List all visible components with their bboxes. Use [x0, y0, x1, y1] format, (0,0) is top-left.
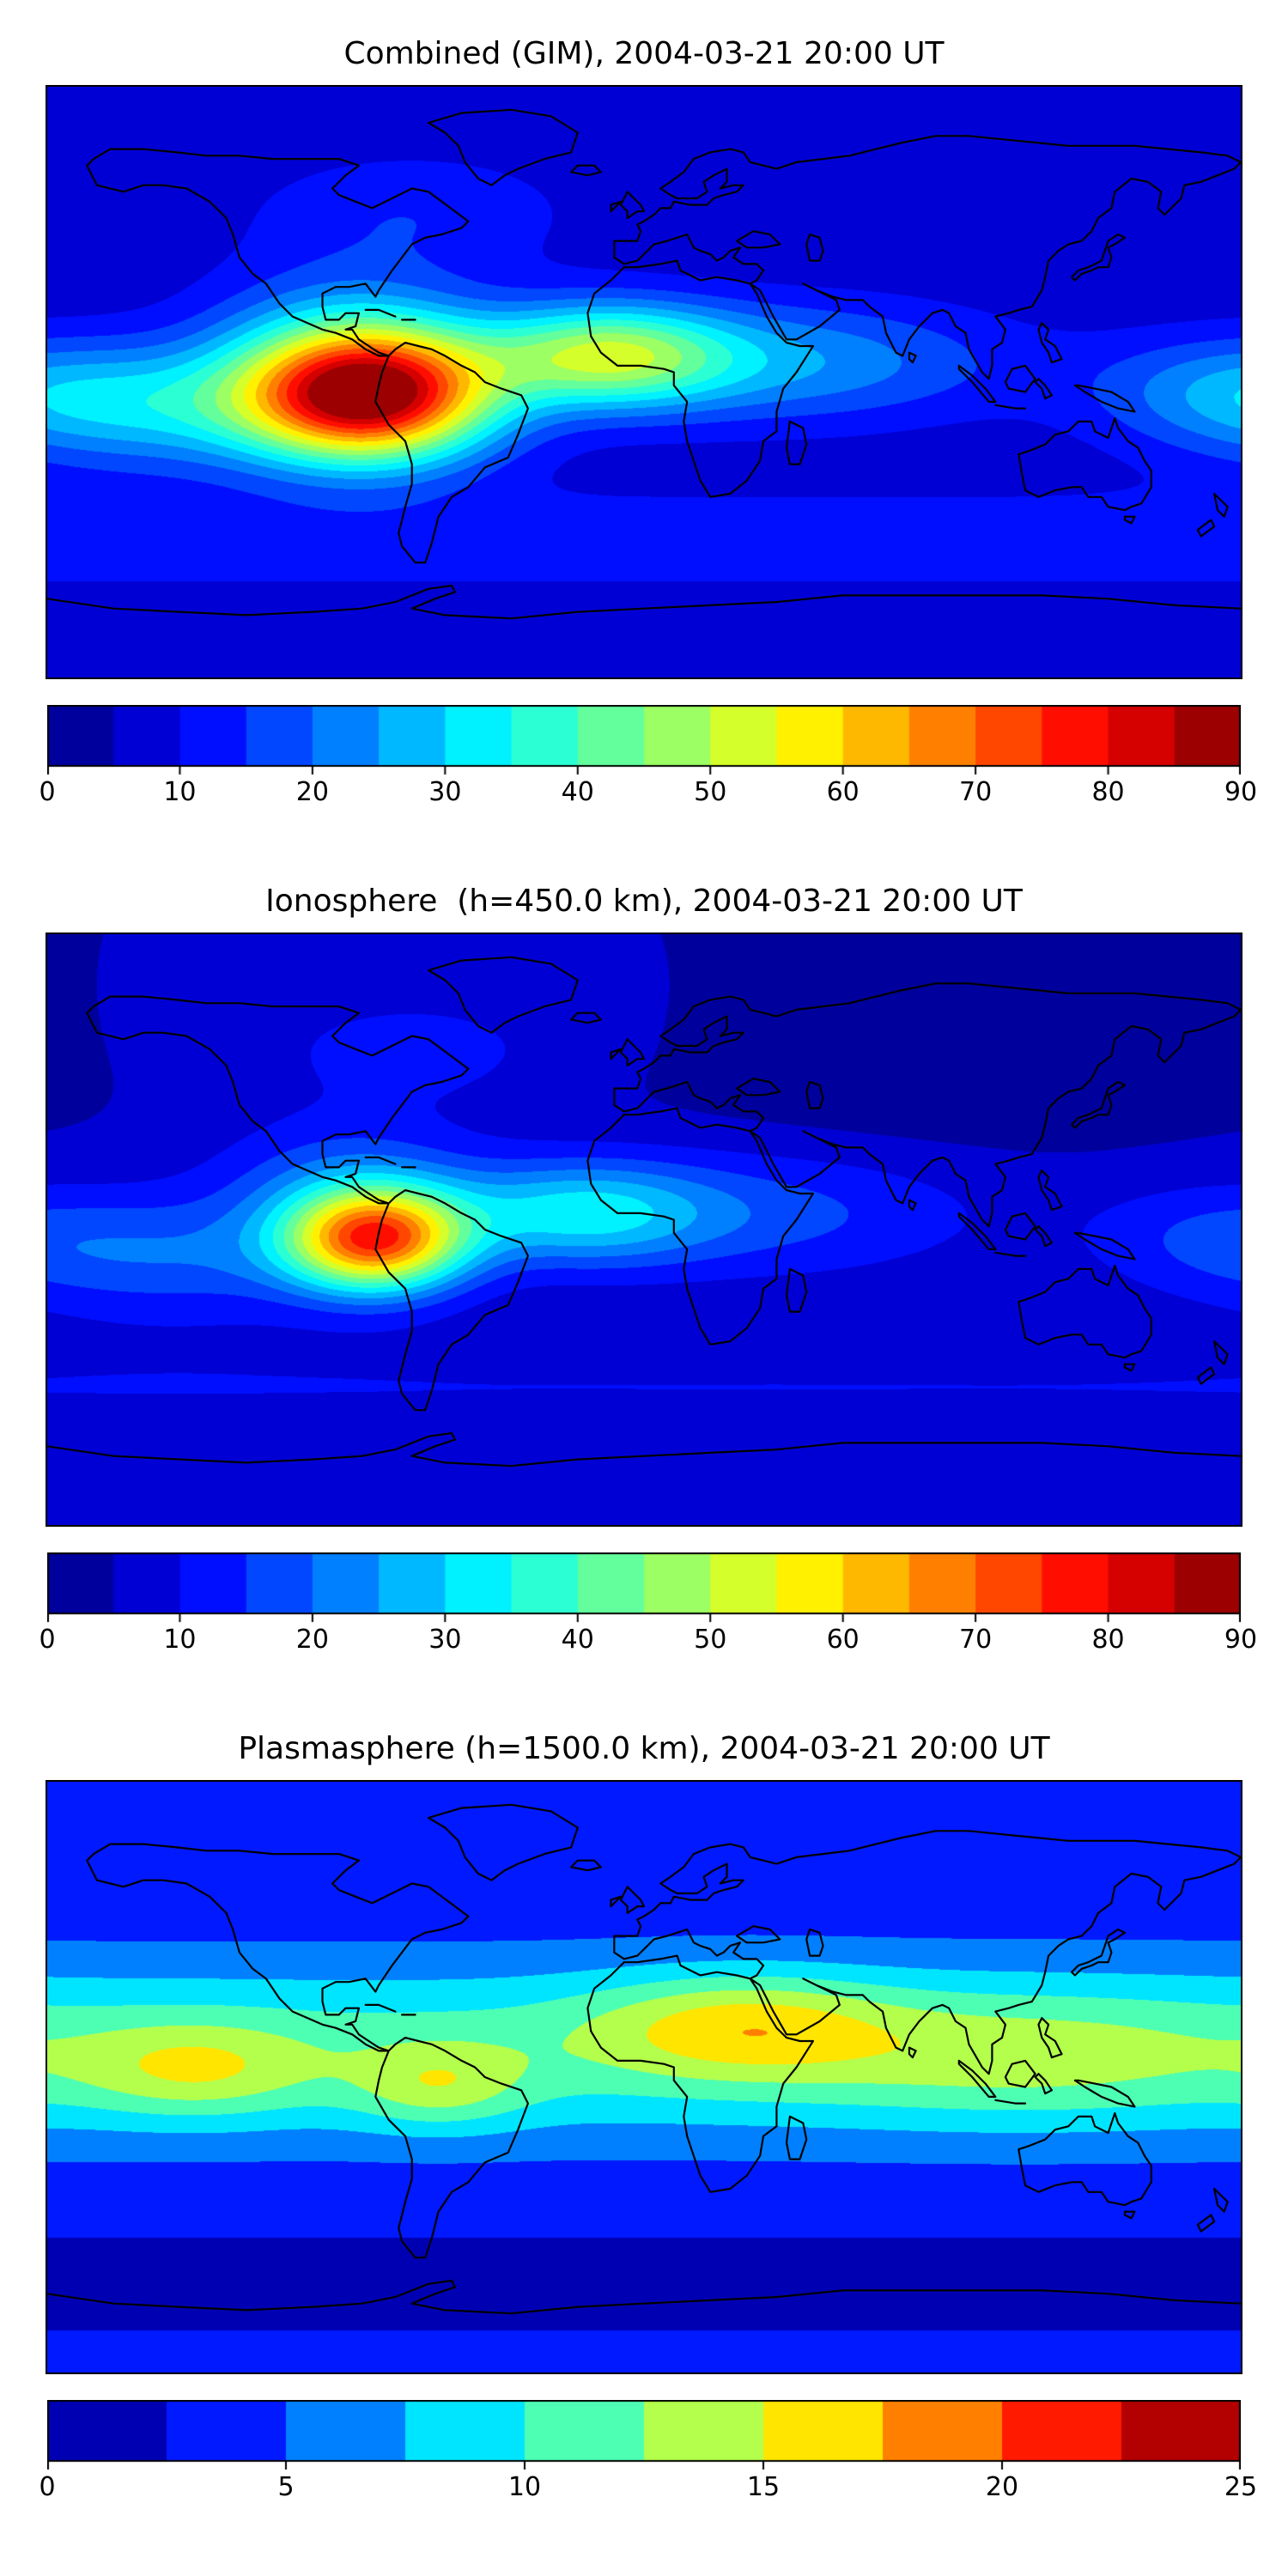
tec-map-canvas-ionosphere: [47, 934, 1241, 1525]
colorbar-tick-label: 0: [39, 777, 56, 807]
colorbar-tick-label: 60: [826, 777, 860, 807]
panel-title-combined: Combined (GIM), 2004-03-21 20:00 UT: [343, 36, 945, 71]
panel-title-ionosphere: Ionosphere (h=450.0 km), 2004-03-21 20:0…: [265, 884, 1023, 919]
colorbar-tick-label: 20: [295, 777, 329, 807]
colorbar-tick-label: 70: [959, 1625, 993, 1655]
colorbar-tick-labels-plasmasphere: 0 5 10 15 20 25: [39, 2470, 1257, 2506]
colorbar-tick-label: 10: [163, 1625, 197, 1655]
colorbar-tick-label: 20: [985, 2472, 1019, 2502]
colorbar-tick-label: 0: [39, 2472, 56, 2502]
colorbar-tick-label: 40: [561, 1625, 594, 1655]
colorbar-tick-label: 80: [1091, 1625, 1125, 1655]
colorbar-tick-label: 60: [826, 1625, 860, 1655]
colorbar-tick-label: 40: [561, 777, 594, 807]
colorbar-tick-labels-combined: 0 10 20 30 40 50 60 70 80 90: [39, 775, 1257, 811]
colorbar-combined: [47, 705, 1241, 775]
colorbar-tick-labels-ionosphere: 0 10 20 30 40 50 60 70 80 90: [39, 1623, 1257, 1659]
map-plasmasphere: [46, 1780, 1242, 2374]
colorbar-tick-label: 15: [746, 2472, 781, 2502]
colorbar-tick-label: 0: [39, 1625, 56, 1655]
map-ionosphere: [46, 933, 1242, 1527]
panel-combined-gim: Combined (GIM), 2004-03-21 20:00 UT 0 10 2…: [0, 36, 1288, 811]
colorbar-tick-label: 10: [507, 2472, 542, 2502]
panel-title-plasmasphere: Plasmasphere (h=1500.0 km), 2004-03-21 2…: [238, 1731, 1050, 1766]
figure: Combined (GIM), 2004-03-21 20:00 UT 0 10 2…: [0, 36, 1288, 2506]
colorbar-tick-label: 30: [428, 777, 462, 807]
colorbar-tick-label: 5: [277, 2472, 295, 2502]
tec-map-canvas-plasmasphere: [47, 1782, 1241, 2372]
colorbar-tick-label: 80: [1091, 777, 1125, 807]
colorbar-tick-label: 50: [694, 1625, 727, 1655]
colorbar-tick-label: 30: [428, 1625, 462, 1655]
colorbar-tick-label: 90: [1224, 1625, 1258, 1655]
map-combined: [46, 85, 1242, 679]
colorbar-tick-label: 70: [959, 777, 993, 807]
colorbar-tick-label: 10: [163, 777, 197, 807]
colorbar-tick-label: 50: [694, 777, 727, 807]
colorbar-plasmasphere: [47, 2400, 1241, 2470]
colorbar-tick-label: 25: [1224, 2472, 1258, 2502]
colorbar-ionosphere: [47, 1552, 1241, 1623]
tec-map-canvas-combined: [47, 87, 1241, 677]
colorbar-tick-label: 20: [295, 1625, 329, 1655]
panel-plasmasphere: Plasmasphere (h=1500.0 km), 2004-03-21 2…: [0, 1731, 1288, 2506]
colorbar-tick-label: 90: [1224, 777, 1258, 807]
panel-ionosphere: Ionosphere (h=450.0 km), 2004-03-21 20:0…: [0, 884, 1288, 1659]
